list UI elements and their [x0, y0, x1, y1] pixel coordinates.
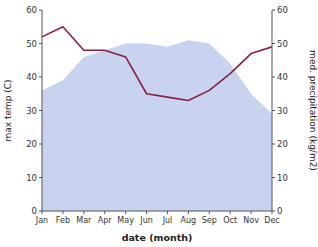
x-axis-title: date (month)	[122, 232, 193, 243]
x-tick-label: Jan	[35, 216, 48, 225]
y-tick-label: 0	[32, 206, 37, 216]
y2-tick	[272, 43, 275, 44]
x-tick-label: Sep	[202, 216, 217, 225]
x-axis-line	[42, 211, 272, 212]
y-tick	[39, 10, 42, 11]
y2-tick	[272, 110, 275, 111]
plot-area	[42, 27, 272, 211]
axes: JanFebMarAprMayJunJulAugSepOctNovDec0102…	[26, 5, 288, 225]
x-tick	[104, 211, 105, 214]
y-tick-label: 20	[26, 139, 37, 149]
y2-tick-label: 40	[277, 72, 288, 82]
x-tick-label: May	[117, 216, 134, 225]
precip-line	[42, 27, 272, 101]
x-tick	[209, 211, 210, 214]
y-axis-title: max temp (C)	[3, 79, 13, 141]
x-tick	[125, 211, 126, 214]
y2-tick-label: 0	[277, 206, 282, 216]
y-tick	[39, 144, 42, 145]
chart-container: JanFebMarAprMayJunJulAugSepOctNovDec0102…	[0, 0, 318, 247]
y-tick-label: 50	[26, 39, 37, 49]
y2-tick	[272, 211, 275, 212]
x-tick	[83, 211, 84, 214]
y2-tick-label: 10	[277, 173, 288, 183]
y2-axis-title: med. precipitation (kg/m2)	[308, 50, 318, 171]
x-tick-label: Jul	[162, 216, 173, 225]
y-tick	[39, 43, 42, 44]
y2-tick-label: 60	[277, 5, 288, 15]
y2-tick	[272, 77, 275, 78]
x-tick-label: Feb	[56, 216, 70, 225]
y-tick	[39, 110, 42, 111]
x-tick	[167, 211, 168, 214]
x-tick-label: Oct	[223, 216, 237, 225]
chart: JanFebMarAprMayJunJulAugSepOctNovDec0102…	[0, 0, 318, 247]
y2-tick	[272, 10, 275, 11]
y-tick-label: 40	[26, 72, 37, 82]
y-tick-label: 10	[26, 173, 37, 183]
x-tick-label: Jun	[139, 216, 153, 225]
y-tick-label: 30	[26, 106, 37, 116]
y-tick	[39, 177, 42, 178]
x-tick-label: Aug	[181, 216, 197, 225]
x-tick-label: Mar	[76, 216, 92, 225]
y2-tick	[272, 177, 275, 178]
x-tick-label: Nov	[243, 216, 259, 225]
y-tick	[39, 211, 42, 212]
x-tick	[230, 211, 231, 214]
x-tick	[188, 211, 189, 214]
x-tick	[251, 211, 252, 214]
y-tick-label: 60	[26, 5, 37, 15]
y2-tick-label: 50	[277, 39, 288, 49]
y2-tick-label: 30	[277, 106, 288, 116]
x-tick-label: Dec	[264, 216, 279, 225]
x-tick-label: Apr	[98, 216, 113, 225]
y-tick	[39, 77, 42, 78]
y2-tick-label: 20	[277, 139, 288, 149]
y2-tick	[272, 144, 275, 145]
x-tick	[146, 211, 147, 214]
x-tick	[62, 211, 63, 214]
